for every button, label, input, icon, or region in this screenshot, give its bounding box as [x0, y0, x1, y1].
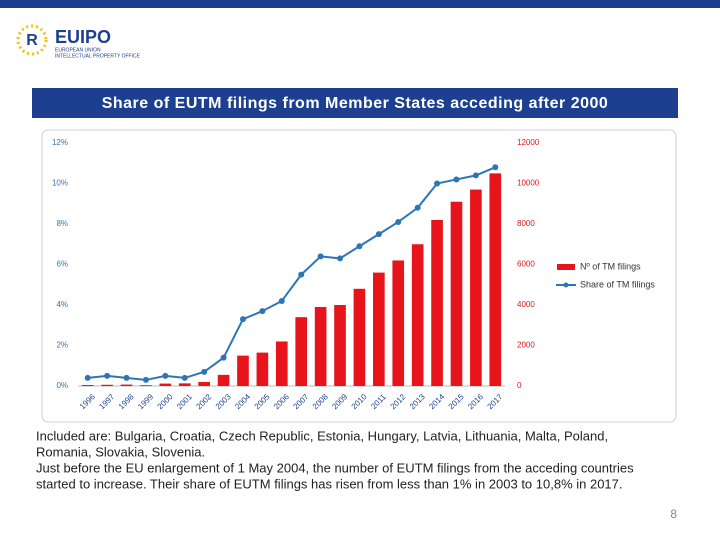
note: Included are: Bulgaria, Croatia, Czech R…: [36, 428, 608, 443]
page-number: 8: [670, 507, 677, 521]
top-bar: [0, 0, 720, 8]
bar: [120, 384, 133, 386]
note: started to increase. Their share of EUTM…: [36, 476, 623, 491]
bar: [489, 173, 502, 386]
line-marker: [317, 253, 324, 260]
bar: [256, 352, 269, 386]
note: Romania, Slovakia, Slovenia.: [36, 444, 205, 459]
logo-mark: R: [26, 32, 38, 49]
y-tick-label: 10%: [52, 179, 68, 188]
bar: [295, 317, 308, 386]
bar: [314, 307, 327, 386]
line-marker: [162, 372, 169, 379]
bar: [101, 384, 113, 386]
note: Just before the EU enlargement of 1 May …: [36, 460, 634, 475]
logo-stars: [16, 24, 48, 56]
bar: [81, 384, 94, 386]
y-tick-label: 8%: [56, 219, 68, 228]
legend-label: Nº of TM filings: [580, 261, 641, 271]
line: [87, 166, 496, 381]
y2-tick-label: 0: [517, 381, 522, 390]
line-marker: [142, 376, 149, 383]
line-marker: [220, 354, 227, 361]
line-marker: [181, 374, 188, 381]
line-marker: [356, 243, 363, 250]
line-marker: [298, 271, 305, 278]
line-marker: [453, 176, 460, 183]
bar: [275, 341, 288, 386]
y2-tick-label: 8000: [517, 219, 535, 228]
y-tick-label: 12%: [52, 138, 68, 147]
chart-frame: [41, 129, 677, 423]
bar: [353, 288, 366, 386]
line-marker: [395, 218, 402, 225]
y2-tick-label: 2000: [517, 341, 535, 350]
bar: [178, 383, 191, 386]
title-box: [32, 88, 678, 118]
line-marker: [104, 372, 111, 379]
line-marker: [434, 180, 441, 187]
logo-line: INTELLECTUAL PROPERTY OFFICE: [55, 53, 141, 59]
y2-tick-label: 6000: [517, 260, 535, 269]
bar: [198, 381, 210, 386]
logo-line: EUROPEAN UNION: [55, 47, 101, 53]
bar: [159, 383, 172, 386]
y-tick-label: 4%: [56, 300, 68, 309]
bar: [470, 189, 482, 386]
line-marker: [375, 231, 382, 238]
bar: [334, 305, 346, 386]
y-tick-label: 6%: [56, 260, 68, 269]
line-marker: [239, 316, 246, 323]
bar: [431, 219, 443, 386]
logo-name: EUIPO: [55, 27, 111, 47]
line-marker: [278, 297, 285, 304]
bar: [237, 355, 249, 386]
line-marker: [201, 368, 208, 375]
bar: [392, 260, 405, 386]
y2-tick-label: 10000: [517, 179, 540, 188]
line-marker: [472, 172, 479, 179]
chart-title: Share of EUTM filings from Member States…: [102, 95, 609, 112]
bar: [217, 374, 230, 386]
line-marker: [84, 374, 91, 381]
line-marker: [414, 204, 421, 211]
line-marker: [259, 308, 266, 315]
legend-label: Share of TM filings: [580, 279, 655, 289]
legend-swatch: [563, 282, 569, 288]
bar: [140, 385, 152, 386]
bar: [450, 201, 463, 386]
line-marker: [337, 255, 344, 262]
line-marker: [492, 164, 499, 171]
y-tick-label: 2%: [56, 341, 68, 350]
y-tick-label: 0%: [56, 381, 68, 390]
legend-swatch: [557, 264, 575, 270]
line-marker: [123, 374, 130, 381]
y2-tick-label: 4000: [517, 300, 535, 309]
bar: [411, 244, 424, 386]
bar: [373, 272, 385, 386]
y2-tick-label: 12000: [517, 138, 540, 147]
